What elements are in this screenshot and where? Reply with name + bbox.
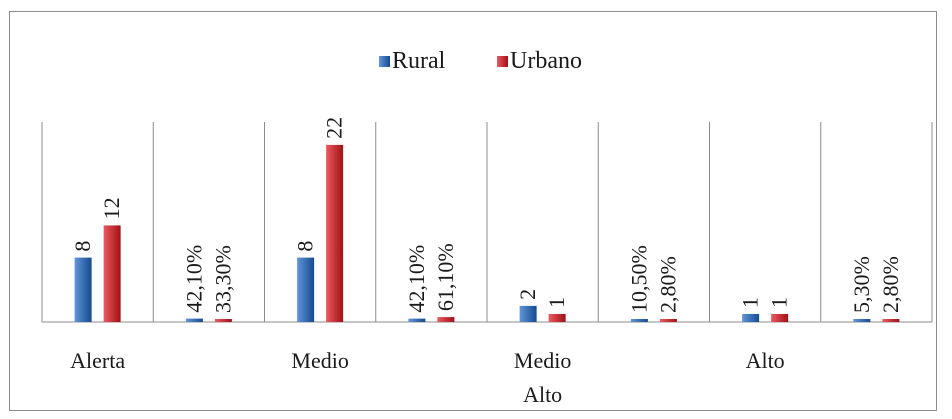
bar-rural <box>408 318 426 322</box>
chart-frame: Rural Urbano 8 12 42,10% 33,30% 8 22 42,10% 61,1… <box>9 11 937 411</box>
bars <box>74 144 900 322</box>
bar-urbano <box>437 317 455 322</box>
data-label: 10,50% <box>626 245 651 313</box>
bar-rural <box>74 257 92 322</box>
data-label: 61,10% <box>433 243 458 311</box>
data-label: 12 <box>99 197 124 219</box>
bar-urbano <box>214 319 232 322</box>
category-label: Medio <box>514 348 571 373</box>
bar-rural <box>297 257 315 322</box>
data-label: 33,30% <box>210 245 235 313</box>
bar-rural <box>185 318 203 322</box>
bar-rural <box>853 319 871 322</box>
legend: Rural Urbano <box>379 48 582 74</box>
data-label: 1 <box>544 297 569 308</box>
data-label: 1 <box>738 297 763 308</box>
bar-urbano <box>548 313 566 322</box>
data-label: 8 <box>293 241 318 252</box>
bar-urbano <box>326 144 344 322</box>
category-label: Medio <box>291 348 348 373</box>
bar-rural <box>519 305 537 322</box>
data-label: 1 <box>767 297 792 308</box>
data-label: 2,80% <box>878 256 903 313</box>
data-label: 42,10% <box>181 245 206 313</box>
bar-urbano <box>103 225 121 322</box>
category-dividers <box>41 122 933 322</box>
data-label: 2,80% <box>655 256 680 313</box>
bar-urbano <box>882 319 900 322</box>
data-label: 42,10% <box>404 245 429 313</box>
bar-rural <box>630 319 648 322</box>
data-label: 22 <box>322 117 347 139</box>
data-label: 5,30% <box>849 256 874 313</box>
data-label: 2 <box>515 289 540 300</box>
legend-swatch-urbano <box>497 56 508 67</box>
category-label: Alerta <box>70 348 125 373</box>
bar-urbano <box>771 313 789 322</box>
legend-label-rural: Rural <box>392 48 446 74</box>
category-label: Alto <box>746 348 785 373</box>
category-labels: Alerta Medio Medio Alto Alto <box>70 348 785 407</box>
bar-urbano <box>659 319 677 322</box>
legend-label-urbano: Urbano <box>510 48 582 74</box>
data-label: 8 <box>70 241 95 252</box>
legend-swatch-rural <box>379 56 390 67</box>
bar-rural <box>742 313 760 322</box>
category-label: Alto <box>523 382 562 407</box>
